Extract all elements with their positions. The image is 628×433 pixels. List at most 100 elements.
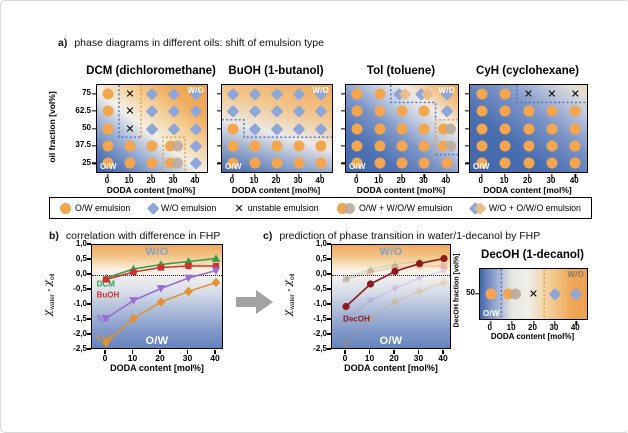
marker-unstable-emulsion: ✕	[125, 122, 135, 135]
marker-ow-wow-emulsion	[165, 140, 183, 152]
legend-label: W/O emulsion	[161, 203, 217, 213]
region-label-wo: W/O	[567, 270, 584, 279]
y-tick	[87, 273, 91, 275]
x-tick	[511, 320, 513, 325]
y-tick	[464, 127, 469, 130]
y-tick	[327, 243, 331, 245]
marker-ow-emulsion	[249, 157, 261, 169]
x-tick-label: 40	[190, 176, 200, 185]
y-tick	[474, 293, 479, 295]
y-tick	[327, 318, 331, 320]
y-tick	[87, 303, 91, 305]
y-tick	[340, 110, 345, 112]
marker-ow-emulsion	[351, 123, 363, 134]
marker-wo-emulsion	[570, 287, 583, 301]
x-tick	[195, 173, 197, 178]
marker-ow-emulsion	[441, 157, 453, 169]
y-tick	[340, 93, 345, 95]
svg-text:Tol: Tol	[97, 315, 108, 324]
marker-ow-emulsion	[374, 123, 386, 134]
x-tick	[159, 349, 161, 354]
y-tick-label: 0,0	[315, 269, 327, 278]
x-tick	[214, 349, 216, 354]
x-tick	[131, 349, 134, 354]
doda-axis-title: DODA content [mol%]	[490, 332, 575, 341]
legend-item: ✕ unstable emulsion	[235, 203, 319, 214]
region-label-ow: O/W	[473, 162, 490, 171]
marker-ow-wow-emulsion	[503, 288, 522, 300]
marker-ow-wow-emulsion	[336, 202, 355, 214]
y-tick	[91, 93, 96, 95]
decoh-fraction-tick: 50	[466, 288, 475, 297]
legend-label: O/W emulsion	[75, 203, 131, 213]
marker-ow-emulsion	[351, 88, 363, 100]
marker-wo-emulsion	[292, 105, 306, 118]
region-label-wo: W/O	[379, 246, 403, 258]
marker-wo-emulsion	[146, 201, 159, 215]
marker-ow-emulsion	[60, 202, 71, 214]
marker-ow-emulsion	[146, 157, 158, 169]
y-tick	[327, 303, 331, 305]
x-tick	[401, 173, 403, 178]
oil-fraction-ticks: 75 62.5 50 37.5 25	[65, 84, 91, 171]
x-tick	[423, 173, 426, 178]
marker-ow-emulsion	[396, 157, 408, 169]
x-tick-label: 10	[364, 353, 375, 363]
diagram-plot: W/O O/W	[340, 84, 459, 178]
marker-ow-wow-emulsion	[437, 123, 456, 134]
marker-ow-emulsion	[351, 140, 363, 152]
x-tick	[104, 349, 106, 354]
region-label-ow: O/W	[145, 335, 169, 347]
chart-b-y-axis-title: χwater - χoil	[42, 273, 56, 317]
x-tick-label: 10	[249, 176, 259, 185]
marker-ow-emulsion	[351, 157, 363, 169]
doda-axis-title: DODA content [mol%]	[483, 185, 572, 195]
y-tick	[327, 258, 331, 260]
marker-wo-emulsion	[270, 105, 284, 118]
x-tick-label: 20	[146, 176, 156, 185]
diagram-title: Tol (toluene)	[366, 65, 436, 77]
y-tick-label: 1,0	[315, 239, 327, 248]
y-tick-label: -0,5	[313, 284, 327, 293]
x-tick	[298, 173, 300, 178]
marker-unstable-emulsion: ✕	[234, 201, 244, 215]
y-tick-label: -1,0	[313, 299, 327, 308]
phase-boundaries	[470, 85, 587, 172]
y-tick-label: -1,0	[73, 299, 87, 308]
phase-boundaries	[222, 85, 332, 172]
zero-line	[92, 275, 222, 276]
y-tick-label: 50	[82, 123, 91, 132]
marker-wo-emulsion	[226, 105, 240, 118]
region-label-wo: W/O	[438, 86, 455, 95]
x-tick-label: 30	[168, 176, 178, 185]
y-tick	[87, 288, 91, 290]
marker-unstable-emulsion: ✕	[125, 87, 135, 101]
svg-text:BuOH: BuOH	[97, 291, 120, 300]
marker-ow-emulsion	[374, 140, 386, 152]
marker-unstable-emulsion: ✕	[570, 87, 580, 101]
transition-arrow-icon	[236, 290, 273, 314]
doda-axis-title: DODA content [mol%]	[106, 185, 196, 195]
y-tick	[91, 162, 96, 164]
x-tick	[344, 349, 346, 354]
x-tick-label: 40	[441, 176, 451, 185]
y-tick-label: -0,5	[73, 284, 87, 293]
marker-ow-emulsion	[418, 123, 430, 134]
marker-wo-emulsion	[189, 105, 203, 118]
y-tick	[216, 127, 221, 130]
marker-wo-emulsion	[548, 287, 561, 301]
marker-ow-wow-emulsion	[165, 157, 183, 169]
marker-wo-emulsion	[189, 157, 203, 170]
x-tick	[320, 173, 322, 178]
marker-ow-emulsion	[476, 105, 488, 117]
marker-ow-emulsion	[146, 140, 158, 152]
marker-ow-emulsion	[271, 157, 283, 169]
y-tick	[91, 127, 96, 130]
marker-ow-emulsion	[396, 123, 408, 134]
chart-series: DCM BuOH Tol CyH	[97, 254, 221, 348]
x-tick-label: 10	[374, 176, 384, 185]
y-tick	[216, 110, 221, 112]
y-tick	[464, 93, 469, 95]
marker-wo-emulsion	[189, 139, 203, 152]
marker-ow-emulsion	[523, 157, 534, 169]
